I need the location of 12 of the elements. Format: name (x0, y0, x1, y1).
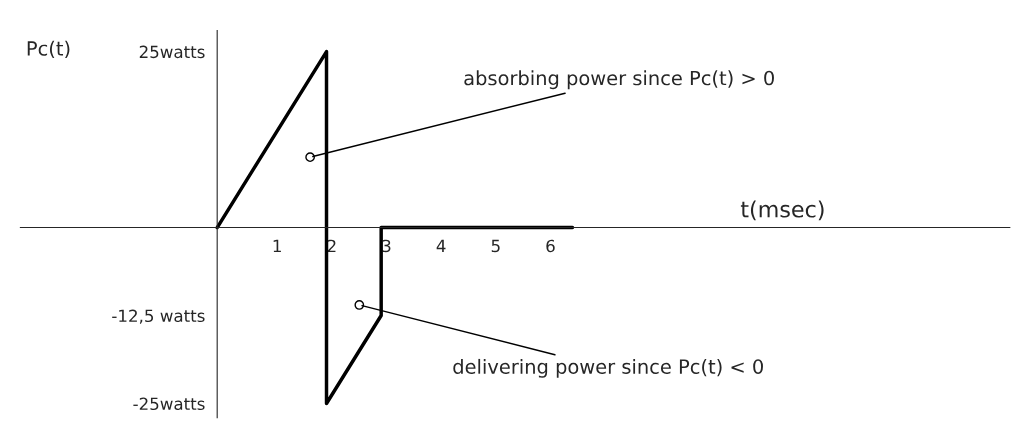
x-tick-label: 1 (273, 239, 281, 253)
y-tick-label: 25watts (139, 45, 205, 59)
x-tick-label: 5 (491, 239, 500, 253)
annotation: delivering power since Pc(t) < 0 (453, 358, 763, 378)
y-tick-label: -25watts (133, 397, 205, 411)
x-tick-label: 6 (546, 239, 555, 253)
annotation: absorbing power since Pc(t) > 0 (464, 70, 774, 90)
x-axis-title: t(msec) (740, 200, 824, 221)
x-tick-label: 4 (436, 239, 446, 253)
x-tick-label: 2 (327, 239, 336, 253)
y-axis-title: Pc(t) (27, 40, 70, 59)
y-tick-label: -12,5 watts (112, 309, 205, 324)
